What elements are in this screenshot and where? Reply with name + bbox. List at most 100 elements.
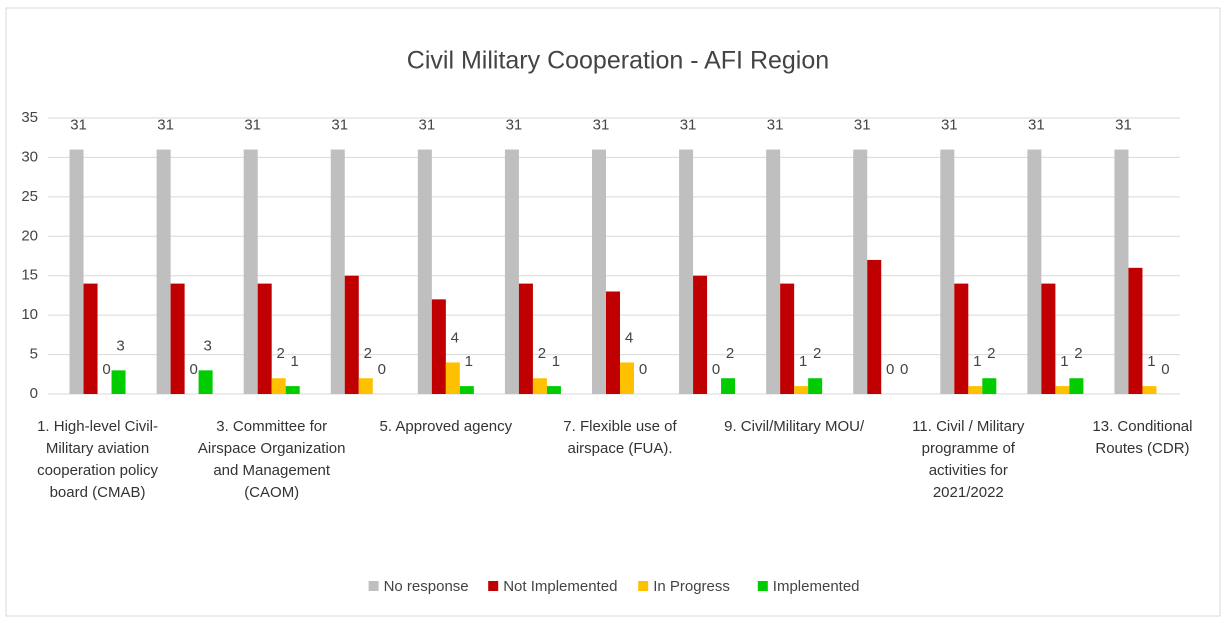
- bar: [693, 275, 708, 394]
- data-label: 31: [244, 117, 261, 134]
- bar: [518, 283, 533, 394]
- legend-label: Implemented: [773, 578, 860, 595]
- bar: [257, 283, 272, 394]
- bar: [358, 378, 373, 394]
- y-tick-label: 0: [30, 385, 38, 402]
- bar: [1027, 149, 1042, 394]
- y-tick-label: 5: [30, 346, 38, 363]
- data-label: 31: [854, 117, 871, 134]
- bar: [198, 370, 213, 394]
- legend-swatch: [638, 581, 649, 591]
- data-label: 4: [451, 329, 459, 346]
- bar: [794, 386, 809, 394]
- legend-label: In Progress: [653, 578, 730, 595]
- bar: [1114, 149, 1129, 394]
- data-label: 0: [189, 361, 197, 378]
- bar: [330, 149, 345, 394]
- data-label: 31: [70, 117, 87, 134]
- bar: [156, 149, 171, 394]
- data-label: 0: [1161, 361, 1169, 378]
- bar: [170, 283, 185, 394]
- data-label: 0: [886, 361, 894, 378]
- data-label: 0: [639, 361, 647, 378]
- bar: [954, 283, 969, 394]
- data-label: 1: [1147, 353, 1155, 370]
- x-tick-label: 11. Civil / Military programme of activi…: [912, 418, 1025, 501]
- data-label: 31: [157, 117, 174, 134]
- data-label: 2: [726, 345, 734, 362]
- legend-swatch: [488, 581, 499, 591]
- data-label: 3: [203, 337, 211, 354]
- bar: [940, 149, 955, 394]
- legend-swatch: [757, 581, 768, 591]
- y-tick-label: 15: [21, 267, 38, 284]
- data-label: 1: [465, 353, 473, 370]
- y-tick-label: 25: [21, 188, 38, 205]
- y-tick-label: 30: [21, 148, 38, 165]
- bar: [606, 291, 620, 394]
- data-label: 0: [900, 361, 908, 378]
- data-label: 1: [291, 353, 299, 370]
- x-tick-label: 5. Approved agency: [379, 418, 513, 435]
- bar: [243, 149, 258, 394]
- data-label: 2: [364, 345, 372, 362]
- data-label: 2: [813, 345, 821, 362]
- data-label: 0: [102, 361, 110, 378]
- bar: [417, 149, 432, 394]
- bar: [766, 149, 781, 394]
- data-label: 1: [552, 353, 560, 370]
- x-tick-label: 7. Flexible use of airspace (FUA).: [563, 418, 677, 457]
- bar: [344, 275, 359, 394]
- legend-swatch: [368, 581, 379, 591]
- bar: [679, 149, 694, 394]
- bar: [445, 362, 460, 394]
- bar: [111, 370, 126, 394]
- data-label: 31: [331, 117, 348, 134]
- data-label: 1: [1060, 353, 1068, 370]
- bar: [271, 378, 286, 394]
- bar: [285, 386, 300, 394]
- data-label: 0: [378, 361, 386, 378]
- data-label: 4: [625, 329, 633, 346]
- bar: [83, 283, 98, 394]
- bar: [431, 299, 446, 394]
- legend-label: No response: [384, 578, 469, 595]
- data-label: 0: [712, 361, 720, 378]
- chart-title: Civil Military Cooperation - AFI Region: [407, 47, 829, 75]
- bar: [546, 386, 561, 394]
- bar: [808, 378, 823, 394]
- data-label: 31: [767, 117, 784, 134]
- data-label: 31: [941, 117, 958, 134]
- bar: [504, 149, 519, 394]
- bar: [1041, 283, 1056, 394]
- data-label: 3: [116, 337, 124, 354]
- x-tick-label: 9. Civil/Military MOU/: [724, 418, 865, 435]
- data-label: 2: [538, 345, 546, 362]
- data-label: 2: [987, 345, 995, 362]
- bar: [1055, 386, 1070, 394]
- x-tick-label: 1. High-level Civil-Military aviation co…: [37, 418, 158, 501]
- x-tick-label: 13. Conditional Routes (CDR): [1092, 418, 1193, 457]
- y-tick-label: 10: [21, 306, 38, 323]
- bar: [982, 378, 997, 394]
- bar: [459, 386, 474, 394]
- data-label: 31: [506, 117, 523, 134]
- data-label: 31: [1115, 117, 1132, 134]
- bar: [620, 362, 634, 394]
- x-tick-label: 3. Committee for Airspace Organization a…: [197, 418, 346, 501]
- data-label: 31: [593, 117, 610, 134]
- bar: [968, 386, 983, 394]
- data-label: 2: [277, 345, 285, 362]
- bar: [721, 378, 736, 394]
- legend-label: Not Implemented: [503, 578, 617, 595]
- bar: [1142, 386, 1157, 394]
- bar: [867, 259, 882, 394]
- data-label: 1: [799, 353, 807, 370]
- bar: [1069, 378, 1084, 394]
- bar: [853, 149, 868, 394]
- data-label: 31: [680, 117, 697, 134]
- data-label: 31: [1028, 117, 1045, 134]
- bar: [780, 283, 795, 394]
